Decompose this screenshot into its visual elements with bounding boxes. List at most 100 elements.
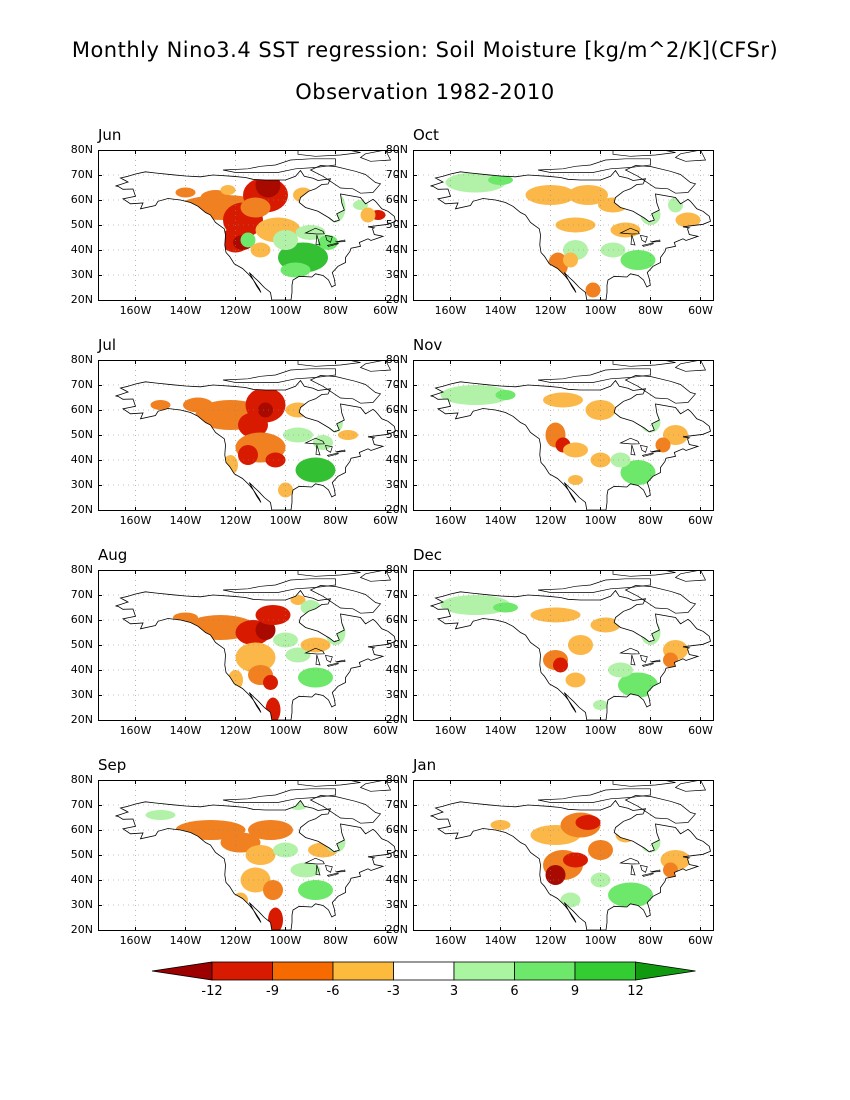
- regression-contour: [295, 225, 326, 240]
- coastline: [537, 368, 651, 383]
- lon-tick-label: 160W: [434, 514, 467, 527]
- colorbar-label: 9: [570, 984, 580, 999]
- regression-contour: [298, 667, 333, 688]
- lat-tick-label: 50N: [70, 638, 93, 651]
- coastline: [222, 158, 336, 173]
- coastline: [624, 375, 697, 404]
- coastline: [641, 452, 654, 457]
- lat-tick-label: 30N: [70, 898, 93, 911]
- lon-tick-label: 140W: [484, 724, 517, 737]
- coastline: [674, 570, 707, 582]
- coastline: [325, 654, 333, 663]
- regression-contour: [585, 282, 601, 298]
- lon-tick-label: 100W: [584, 304, 617, 317]
- lat-tick-label: 20N: [385, 293, 408, 306]
- coastline: [222, 578, 336, 593]
- coastline: [304, 647, 325, 655]
- lon-tick-label: 160W: [119, 304, 152, 317]
- map-panel-oct: [413, 150, 714, 301]
- lat-tick-label: 80N: [385, 143, 408, 156]
- coastline: [619, 227, 640, 235]
- colorbar-segment: [211, 961, 273, 981]
- regression-contour: [663, 652, 678, 668]
- coastline: [315, 234, 321, 246]
- regression-contour: [298, 880, 333, 900]
- colorbar-segment: [151, 961, 213, 981]
- lat-tick-label: 20N: [385, 503, 408, 516]
- lon-tick-label: 100W: [584, 934, 617, 947]
- coastline: [537, 788, 651, 803]
- panel-title-sep: Sep: [98, 756, 127, 774]
- panel-title-aug: Aug: [98, 546, 128, 564]
- coastline: [649, 449, 661, 453]
- coastline: [115, 589, 396, 721]
- lat-tick-label: 80N: [70, 353, 93, 366]
- lon-tick-label: 160W: [434, 934, 467, 947]
- lon-tick-label: 160W: [434, 304, 467, 317]
- colorbar-label: -12: [201, 984, 223, 999]
- colorbar: [151, 961, 696, 981]
- lon-tick-label: 60W: [688, 724, 713, 737]
- lat-tick-label: 40N: [385, 663, 408, 676]
- coastline: [309, 375, 382, 404]
- regression-contour: [240, 232, 256, 248]
- lon-tick-label: 120W: [534, 934, 567, 947]
- regression-contour: [268, 907, 283, 930]
- regression-contour: [620, 460, 656, 485]
- coastline: [612, 780, 676, 787]
- lat-tick-label: 80N: [70, 143, 93, 156]
- lat-tick-label: 60N: [70, 403, 93, 416]
- regression-contour: [245, 845, 276, 865]
- coastline: [325, 234, 333, 243]
- panel-title-nov: Nov: [413, 336, 443, 354]
- lon-tick-label: 60W: [373, 514, 398, 527]
- lon-tick-label: 140W: [484, 514, 517, 527]
- regression-contour: [668, 197, 683, 213]
- regression-contour: [220, 832, 261, 853]
- colorbar-label: -9: [266, 984, 279, 999]
- coastline: [359, 780, 392, 792]
- lat-tick-label: 40N: [70, 663, 93, 676]
- lat-tick-label: 40N: [70, 243, 93, 256]
- lon-tick-label: 140W: [169, 724, 202, 737]
- lat-tick-label: 70N: [385, 168, 408, 181]
- lon-tick-label: 100W: [584, 724, 617, 737]
- coastline: [641, 872, 654, 877]
- regression-contour: [575, 815, 601, 830]
- colorbar-segment: [332, 961, 394, 981]
- lon-tick-label: 60W: [373, 724, 398, 737]
- coastline: [649, 239, 661, 243]
- panel-title-dec: Dec: [413, 546, 443, 564]
- coastline: [640, 864, 648, 873]
- coastline: [537, 158, 651, 173]
- regression-contour: [318, 235, 338, 250]
- regression-contour: [610, 452, 631, 468]
- regression-contour: [493, 602, 518, 613]
- lon-tick-label: 60W: [688, 514, 713, 527]
- coastline: [297, 360, 361, 367]
- colorbar-segment: [514, 961, 576, 981]
- colorbar-label: 12: [627, 984, 644, 999]
- figure-title: Monthly Nino3.4 SST regression: Soil Moi…: [71, 38, 779, 62]
- lat-tick-label: 20N: [70, 923, 93, 936]
- regression-contour: [265, 452, 286, 468]
- coastline: [619, 437, 640, 445]
- lon-tick-label: 140W: [169, 934, 202, 947]
- map-panel-dec: [413, 570, 714, 721]
- coastline: [309, 165, 382, 194]
- lon-tick-label: 140W: [484, 934, 517, 947]
- regression-contour: [608, 882, 653, 908]
- coastline: [674, 780, 707, 792]
- lat-tick-label: 50N: [385, 218, 408, 231]
- panel-title-jan: Jan: [413, 756, 437, 774]
- coastline: [325, 864, 333, 873]
- lat-tick-label: 70N: [385, 378, 408, 391]
- lat-tick-label: 20N: [70, 293, 93, 306]
- coastline: [115, 799, 396, 931]
- coastline: [334, 869, 346, 873]
- lon-tick-label: 160W: [434, 724, 467, 737]
- lat-tick-label: 30N: [385, 688, 408, 701]
- regression-contour: [655, 437, 671, 453]
- coastline: [674, 150, 707, 162]
- lat-tick-label: 80N: [70, 773, 93, 786]
